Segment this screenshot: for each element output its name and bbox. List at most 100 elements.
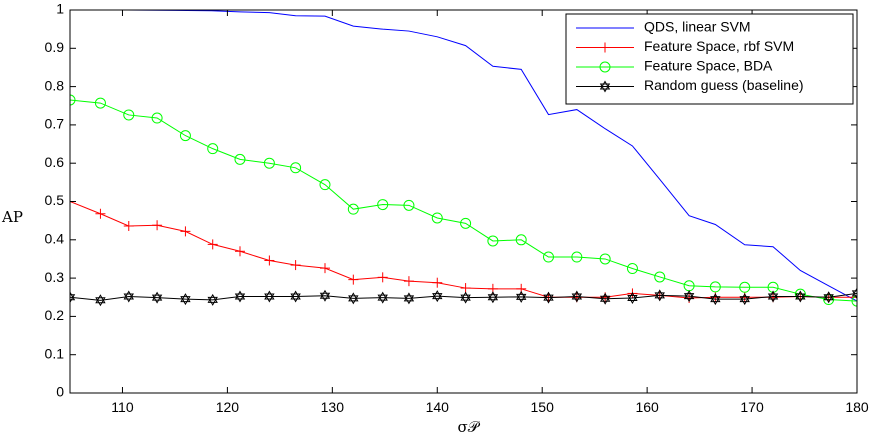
x-axis-label: σ𝒫 [457, 418, 480, 436]
x-tick-label-4: 150 [531, 399, 555, 415]
data-point-3-19-up [599, 292, 611, 302]
data-point-3-2-up [123, 290, 134, 300]
data-point-2-8 [290, 162, 302, 174]
data-point-3-23-down [710, 296, 721, 306]
data-point-3-14 [460, 291, 471, 304]
data-point-2-21 [654, 271, 666, 283]
data-point-3-18-down [571, 293, 583, 303]
axes: 110 120 130 140 150 160 170 180 0 0.1 0.2 0.3 0.4 0.5… [45, 1, 869, 415]
legend-entry-1: Feature Space, rbf SVM [576, 38, 794, 54]
data-point-3-26-up [795, 290, 806, 300]
data-point-3-23 [710, 293, 721, 306]
y-tick-label-7: 0.7 [45, 116, 65, 132]
y-tick-label-0: 0 [56, 384, 64, 400]
x-tick-label-2: 130 [321, 399, 345, 415]
data-point-3-12-down [403, 295, 415, 305]
data-point-2-9 [319, 179, 331, 191]
x-tick-label-5: 160 [635, 399, 659, 415]
data-point-3-4-up [180, 293, 191, 303]
data-point-3-16-up [516, 290, 527, 300]
data-point-3-6-down [234, 293, 246, 303]
data-point-3-12-up [403, 292, 415, 302]
data-point-3-5 [207, 293, 218, 306]
data-point-2-19 [599, 253, 611, 265]
data-point-3-0-up [70, 291, 76, 301]
data-point-3-2 [123, 290, 134, 303]
x-tick-label-6: 170 [740, 399, 764, 415]
data-point-3-24 [739, 293, 750, 306]
series-0 [70, 10, 857, 302]
y-tick-label-6: 0.6 [45, 154, 65, 170]
data-point-1-14 [460, 283, 471, 294]
data-point-1-6 [234, 246, 245, 257]
data-point-2-16 [515, 234, 527, 246]
data-point-2-24 [739, 281, 751, 293]
data-point-3-18-up [571, 290, 583, 300]
y-tick-label-5: 0.5 [45, 192, 65, 208]
data-point-3-24-down [739, 296, 750, 306]
data-point-3-22 [683, 290, 695, 303]
data-point-1-2 [123, 221, 134, 232]
data-point-2-15 [487, 235, 499, 247]
data-point-1-3 [152, 220, 163, 231]
data-point-3-5-down [207, 296, 218, 306]
data-point-2-2 [123, 109, 135, 121]
data-point-3-17-up [543, 291, 554, 301]
data-point-3-10-down [348, 295, 359, 305]
data-point-2-10 [347, 203, 359, 215]
legend-box [565, 13, 854, 105]
data-point-3-24-up [739, 293, 750, 303]
data-point-2-5 [207, 143, 219, 155]
y-tick-label-1: 0.1 [45, 345, 65, 361]
data-point-2-13 [431, 212, 443, 224]
plot-area [70, 10, 857, 307]
data-point-3-9-down [319, 292, 331, 302]
data-point-2-17 [542, 251, 554, 263]
data-point-2-7 [263, 157, 275, 169]
data-point-3-26 [795, 290, 806, 303]
data-point-2-12 [403, 199, 415, 211]
data-point-3-1 [95, 294, 106, 307]
data-point-3-1-up [95, 294, 106, 304]
data-point-3-9-up [319, 289, 331, 299]
data-point-3-0-down [70, 294, 76, 304]
data-point-1-5 [207, 239, 218, 250]
data-point-3-5-up [207, 293, 218, 303]
data-point-3-15-up [487, 291, 499, 301]
data-point-3-0 [70, 291, 76, 304]
legend-label-0: QDS, linear SVM [644, 19, 751, 35]
data-point-2-6 [234, 153, 246, 165]
legend-entry-3: Random guess (baseline) [576, 77, 804, 93]
legend-entry-2: Feature Space, BDA [576, 58, 773, 74]
x-tick-label-3: 140 [426, 399, 450, 415]
data-point-2-20 [626, 263, 638, 275]
data-point-2-23 [709, 281, 721, 293]
y-tick-label-8: 0.8 [45, 77, 65, 93]
data-point-1-1 [95, 208, 106, 219]
data-point-3-16 [516, 290, 527, 303]
y-tick-label-4: 0.4 [45, 231, 65, 247]
legend: QDS, linear SVM Feature Space, rbf SVM Fea… [565, 13, 854, 105]
data-point-3-27-down [823, 294, 834, 304]
data-point-3-10-up [348, 292, 359, 302]
data-point-3-7 [264, 290, 275, 303]
series-3 [70, 287, 857, 307]
data-point-3-17 [543, 291, 554, 304]
x-tick-label-7: 180 [845, 399, 869, 415]
data-point-3-4 [180, 293, 191, 306]
y-axis-label: AP [1, 208, 23, 226]
data-point-1-13 [432, 277, 443, 288]
data-point-3-13-up [432, 290, 443, 300]
data-point-3-25-down [767, 293, 779, 303]
data-point-3-15 [487, 291, 499, 304]
data-point-3-11-up [377, 291, 388, 301]
data-point-3-2-down [123, 293, 134, 303]
data-point-3-18 [571, 290, 583, 303]
data-point-3-26-down [795, 293, 806, 303]
data-point-1-4 [180, 226, 191, 237]
data-point-2-14 [460, 217, 472, 229]
data-point-3-7-down [264, 293, 275, 303]
x-tick-label-0: 110 [111, 399, 134, 415]
data-point-3-3-up [151, 291, 163, 301]
